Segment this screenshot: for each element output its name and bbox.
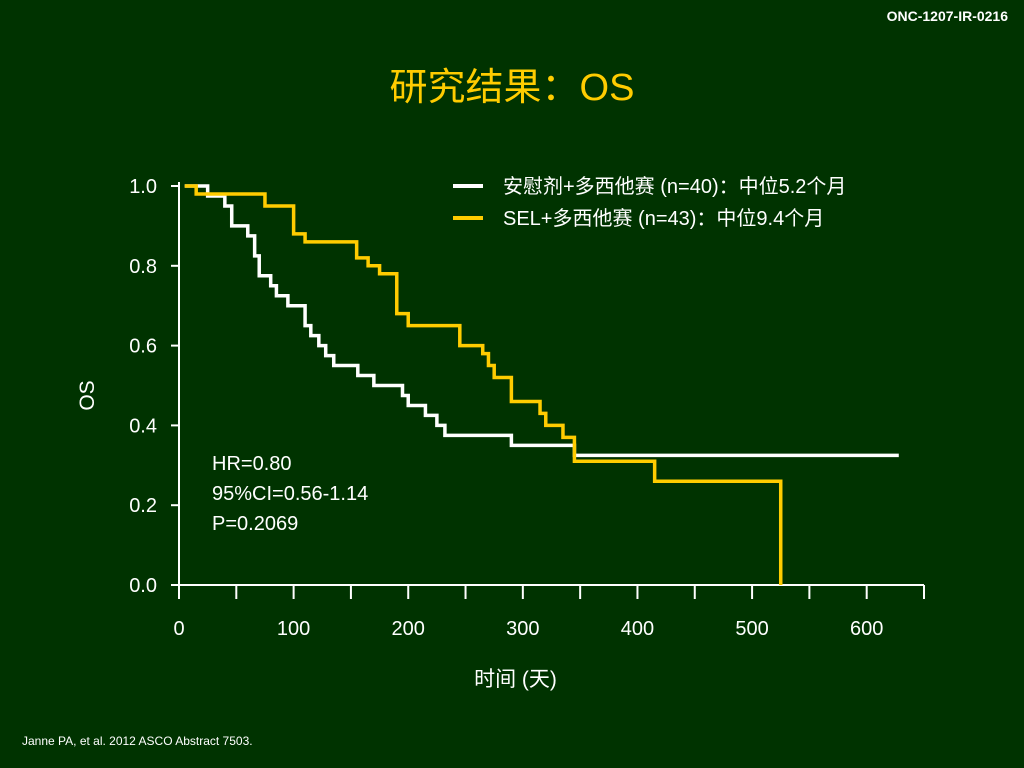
stat-line-0: HR=0.80 xyxy=(212,453,292,475)
series-line-0 xyxy=(184,184,899,458)
slide-code: ONC-1207-IR-0216 xyxy=(886,8,1008,24)
legend: 安慰剂+多西他赛 (n=40)：中位5.2个月 SEL+多西他赛 (n=43)：中… xyxy=(453,175,846,230)
x-tick-label: 500 xyxy=(735,618,768,640)
stat-line-2: P=0.2069 xyxy=(212,513,298,535)
series-layer xyxy=(184,184,899,585)
y-tick-label: 1.0 xyxy=(129,176,157,198)
x-tick-label: 0 xyxy=(173,618,184,640)
x-tick-label: 100 xyxy=(277,618,310,640)
y-tick-label: 0.2 xyxy=(129,495,157,517)
series-line-1 xyxy=(184,184,783,585)
x-tick-label: 600 xyxy=(850,618,883,640)
footnote: Janne PA, et al. 2012 ASCO Abstract 7503… xyxy=(22,734,253,748)
y-tick-label: 0.0 xyxy=(129,575,157,597)
axes: 0.0 0.2 0.4 0.6 0.8 1.0 0 100 200 300 400 500 600 时间 … xyxy=(76,176,925,691)
y-tick-label: 0.6 xyxy=(129,336,157,358)
x-tick-label: 200 xyxy=(392,618,425,640)
legend-label-0: 安慰剂+多西他赛 (n=40)：中位5.2个月 xyxy=(503,175,846,198)
y-tick-label: 0.8 xyxy=(129,256,157,278)
stat-line-1: 95%CI=0.56-1.14 xyxy=(212,483,368,505)
y-axis-title: OS xyxy=(76,380,99,410)
stats-annotation: HR=0.80 95%CI=0.56-1.14 P=0.2069 xyxy=(212,453,368,535)
legend-label-1: SEL+多西他赛 (n=43)：中位9.4个月 xyxy=(503,207,824,230)
slide-title: 研究结果：OS xyxy=(389,67,635,109)
x-axis-title: 时间 (天) xyxy=(474,668,557,691)
y-tick-label: 0.4 xyxy=(129,415,157,437)
x-tick-label: 400 xyxy=(621,618,654,640)
x-tick-label: 300 xyxy=(506,618,539,640)
